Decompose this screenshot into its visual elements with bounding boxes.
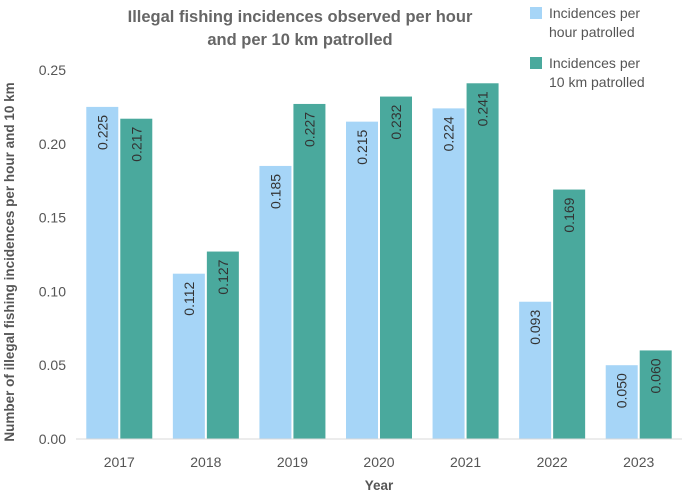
x-tick-label: 2021 [450, 454, 481, 470]
bar-per-hour [346, 121, 378, 439]
bar-value-label: 0.185 [267, 174, 283, 209]
y-tick-labels: 0.00 0.05 0.10 0.15 0.20 0.25 [39, 62, 66, 447]
bars [86, 83, 672, 440]
bar-value-label: 0.224 [441, 116, 457, 151]
bar-per-10km [293, 103, 326, 439]
bar-per-hour [432, 108, 465, 439]
chart-title-line-2: and per 10 km patrolled [207, 31, 392, 49]
bar-value-label: 0.227 [301, 112, 317, 147]
bar-value-label: 0.215 [354, 129, 370, 164]
legend-swatch-km [530, 57, 542, 69]
bar-per-hour [86, 106, 119, 440]
bar-value-label: 0.169 [561, 197, 577, 232]
chart-title-line-1: Illegal fishing incidences observed per … [128, 8, 473, 26]
bar-value-label: 0.241 [475, 91, 491, 126]
bar-value-label: 0.060 [648, 358, 664, 393]
bar-per-hour [519, 301, 552, 439]
y-tick-label: 0.25 [39, 62, 66, 78]
bar-value-label: 0.217 [128, 127, 144, 162]
bar-labels: 0.225 0.217 0.112 0.127 0.185 0.227 0.215 0.232… [94, 91, 663, 408]
legend-swatch-hour [530, 7, 542, 19]
bar-value-label: 0.050 [614, 373, 630, 408]
legend-label-km-line-1: Incidences per [549, 55, 640, 71]
bar-per-hour [259, 165, 292, 439]
x-tick-label: 2020 [363, 454, 394, 470]
y-tick-label: 0.05 [39, 357, 66, 373]
bar-per-10km [120, 118, 153, 439]
x-tick-labels: 2017 2018 2019 2020 2021 2022 2023 [104, 454, 655, 470]
x-tick-label: 2019 [277, 454, 308, 470]
x-axis-title: Year [365, 478, 394, 493]
bar-per-10km [206, 251, 239, 439]
bar-value-label: 0.232 [388, 104, 404, 139]
bar-value-label: 0.225 [94, 115, 110, 150]
bar-per-10km [639, 350, 672, 439]
bar-value-label: 0.127 [215, 259, 231, 294]
y-tick-label: 0.10 [39, 283, 66, 299]
bar-per-10km [553, 189, 586, 439]
legend-label-hour-line-2: hour patrolled [549, 24, 635, 40]
bar-per-10km [466, 83, 499, 439]
x-tick-label: 2018 [190, 454, 221, 470]
legend: Incidences per hour patrolled Incidences… [530, 5, 645, 90]
x-tick-label: 2022 [537, 454, 568, 470]
y-tick-label: 0.00 [39, 431, 66, 447]
bar-value-label: 0.093 [527, 310, 543, 345]
y-tick-label: 0.20 [39, 136, 66, 152]
bar-per-10km [380, 96, 412, 440]
legend-label-hour-line-1: Incidences per [549, 5, 640, 21]
y-tick-label: 0.15 [39, 210, 66, 226]
legend-label-km-line-2: 10 km patrolled [549, 74, 645, 90]
y-axis-title: Number of illegal fishing incidences per… [2, 82, 17, 441]
bar-per-hour [172, 273, 205, 439]
x-tick-label: 2017 [104, 454, 135, 470]
bar-value-label: 0.112 [181, 281, 197, 315]
x-tick-label: 2023 [623, 454, 654, 470]
bar-per-hour [605, 365, 638, 439]
